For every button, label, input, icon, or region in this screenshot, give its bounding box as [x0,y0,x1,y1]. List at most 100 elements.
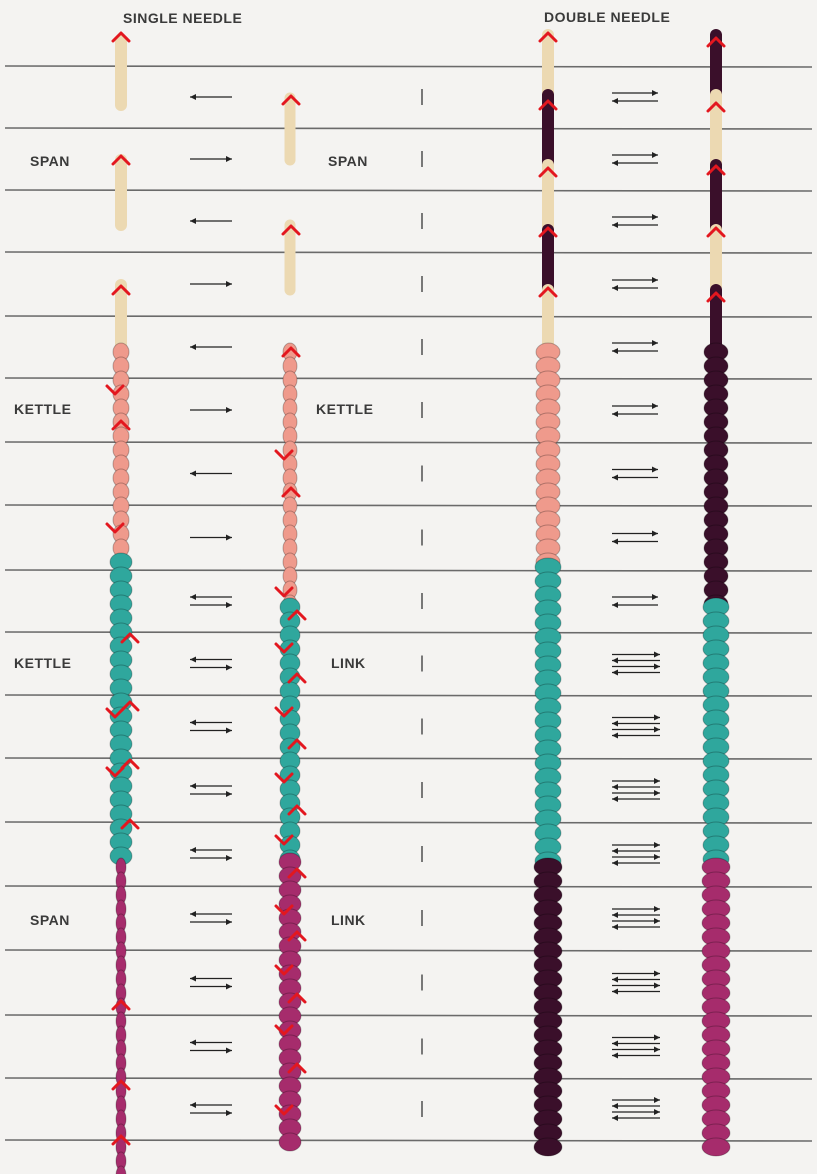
arrow-right [612,842,660,848]
arrow-left [612,848,660,854]
rule-line [4,949,813,952]
rule-line [4,694,813,697]
rule-line [4,757,813,760]
arrow-right [612,277,658,283]
arrow-right [190,791,232,797]
arrow-right [612,918,660,924]
arrow-left [612,1103,660,1109]
arrow-right [612,466,658,473]
arrow-left [612,602,658,608]
rule-line [4,631,813,634]
marker-up [120,758,140,770]
arrow-head [612,98,618,104]
marker-down [274,642,294,654]
arrow-head [226,281,232,287]
arrow-right [612,970,660,977]
left-label-kettle: KETTLE [14,401,72,417]
marker-up [538,31,558,43]
middle-label-span: SPAN [328,153,368,169]
arrow-head [612,1052,618,1059]
arrow-head [612,669,618,676]
marker-up [120,818,140,830]
arrow-head [226,534,232,541]
arrow-left [190,218,232,224]
arrow-head [654,842,660,848]
arrow-right [612,1097,660,1103]
arrow-head [226,791,232,797]
arrow-right [612,651,660,658]
arrow-head [654,918,660,924]
arrow-head [612,720,618,727]
arrow-head [652,403,658,409]
yarn-dark-chain [533,857,563,1157]
marker-up [111,419,131,431]
arrow-left [612,98,658,104]
arrow-head [226,407,232,413]
marker-up [706,101,726,113]
arrow-head [190,594,196,600]
arrow-head [612,1040,618,1047]
marker-up [281,346,301,358]
arrow-head [652,152,658,158]
yarn-loop [115,1165,127,1174]
arrow-left [190,594,232,600]
arrow-head [654,982,660,989]
marker-up [281,224,301,236]
arrow-head [654,1097,660,1103]
arrow-head [612,860,618,866]
marker-down [274,772,294,784]
arrow-right [612,1034,660,1041]
marker-up [538,286,558,298]
rule-line [4,1077,813,1080]
arrow-head [612,657,618,664]
arrow-head [190,218,196,224]
arrow-head [654,663,660,670]
arrow-head [190,656,196,663]
arrow-head [612,784,618,790]
arrow-right [190,281,232,287]
yarn-magenta-chain [115,857,127,1174]
arrow-head [190,94,196,100]
yarn-pink-chain [535,342,561,572]
yarn-pink-chain [282,342,298,614]
arrow-head [190,1102,196,1108]
rule-line [4,821,813,824]
marker-up [111,1134,131,1146]
marker-up [111,284,131,296]
arrow-head [226,1047,232,1054]
marker-down [274,586,294,598]
arrow-right [612,778,660,784]
arrow-left [612,720,660,727]
arrow-head [190,911,196,917]
arrow-head [226,727,232,734]
arrow-left [190,470,232,477]
marker-up [111,999,131,1011]
arrow-left [190,344,232,350]
arrow-head [612,474,618,481]
marker-up [538,99,558,111]
arrow-right [190,1110,232,1116]
rule-line [4,504,813,507]
arrow-left [612,669,660,676]
arrow-head [652,90,658,96]
arrow-right [190,727,232,734]
arrow-head [190,719,196,726]
yarn-pink-chain [112,342,130,558]
arrow-head [652,340,658,346]
arrow-right [612,790,660,796]
marker-down [274,706,294,718]
yarn-teal-chain [534,557,562,871]
arrow-head [654,1046,660,1053]
arrow-right [612,714,660,721]
arrow-head [612,538,618,545]
arrow-head [190,1039,196,1046]
arrow-head [612,924,618,930]
arrow-head [612,348,618,354]
arrow-head [654,906,660,912]
rule-line [4,127,813,130]
arrow-head [652,530,658,537]
arrow-right [190,919,232,925]
middle-label-link: LINK [331,655,366,671]
arrow-head [612,732,618,739]
rule-line [4,377,813,380]
